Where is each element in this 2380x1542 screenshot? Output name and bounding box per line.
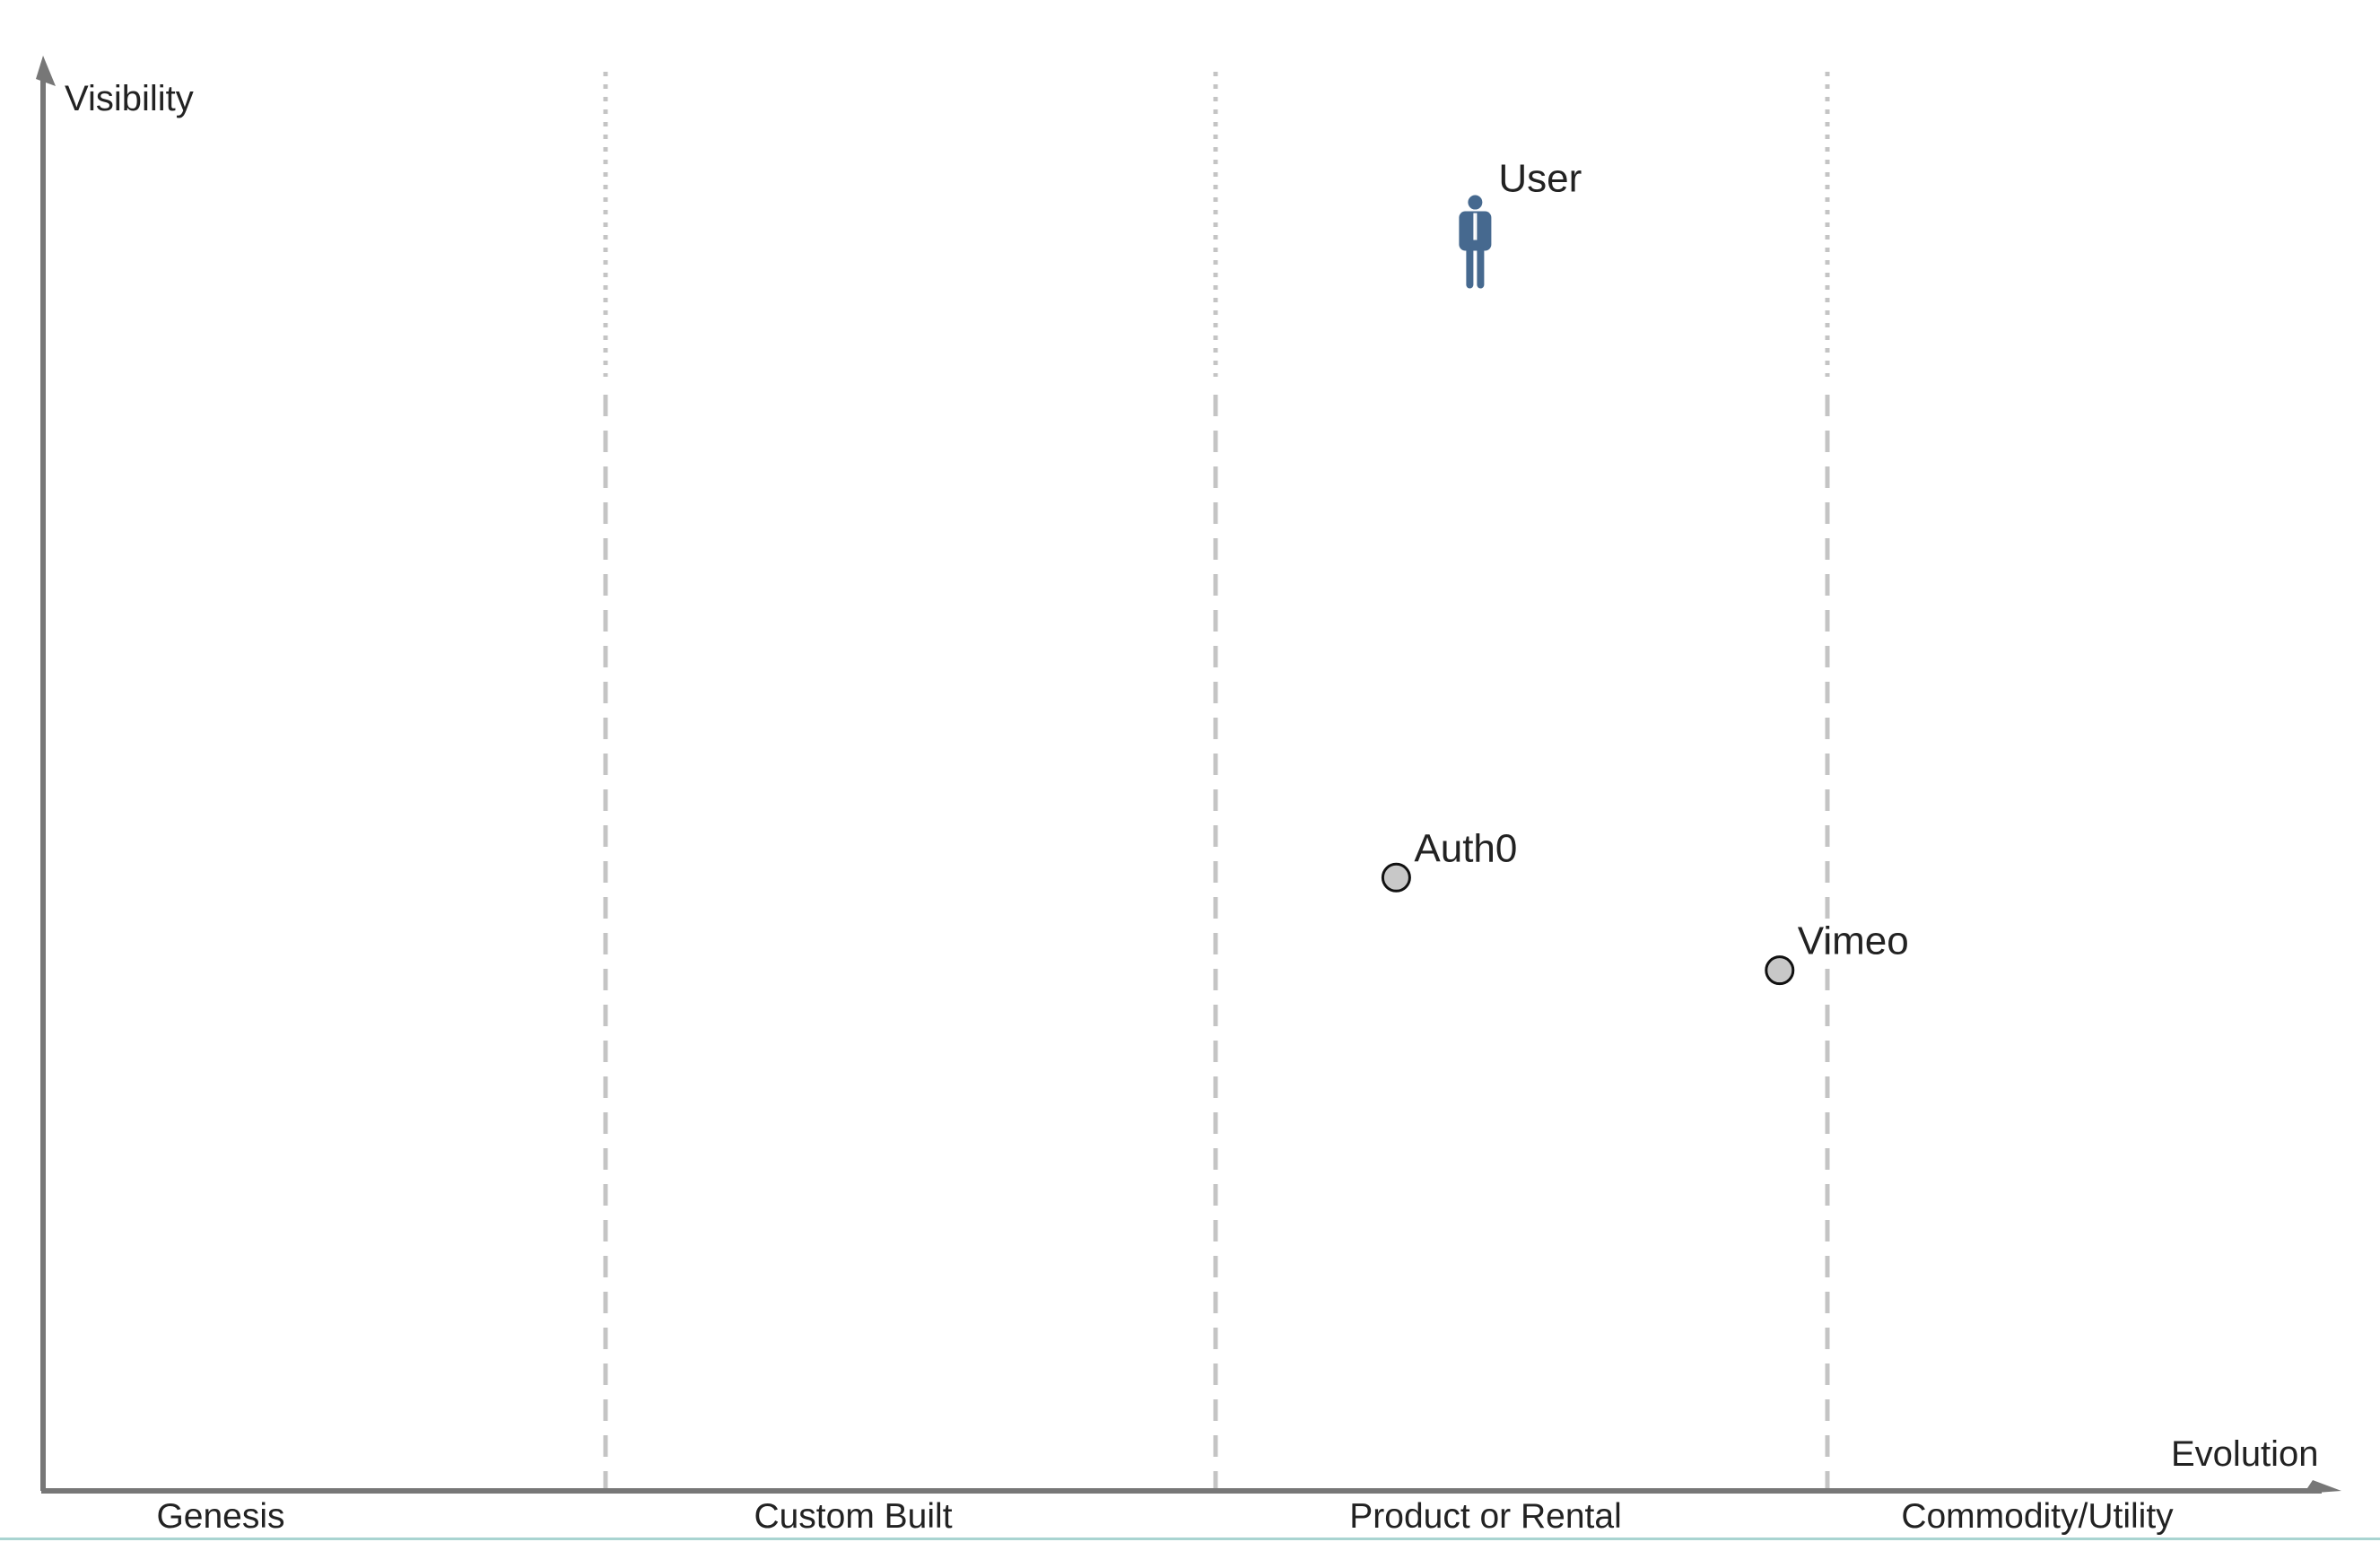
component-auth0[interactable]: Auth0 xyxy=(1381,826,1517,893)
stage-label-genesis: Genesis xyxy=(156,1497,284,1536)
component-label: Vimeo xyxy=(1798,919,1909,963)
x-axis-arrow xyxy=(2304,1480,2341,1494)
bottom-border xyxy=(0,1538,2380,1540)
user-label: User xyxy=(1498,157,1582,201)
components: Auth0 Vimeo xyxy=(1381,826,1909,986)
component-marker[interactable] xyxy=(1381,862,1411,893)
component-label: Auth0 xyxy=(1414,826,1517,870)
user-node[interactable]: User xyxy=(1459,157,1582,289)
stage-label-product-or-rental: Product or Rental xyxy=(1349,1497,1622,1536)
stage-label-custom-built: Custom Built xyxy=(754,1497,952,1536)
person-icon xyxy=(1459,195,1492,289)
stage-dividers xyxy=(603,72,1830,1489)
y-axis-title: Visibility xyxy=(65,79,194,118)
stage-label-commodity-utility: Commodity/Utility xyxy=(1901,1497,2174,1536)
x-axis-title: Evolution xyxy=(2171,1434,2319,1474)
component-marker[interactable] xyxy=(1765,955,1795,986)
axes xyxy=(36,56,2341,1494)
y-axis-arrow xyxy=(36,56,56,86)
component-vimeo[interactable]: Vimeo xyxy=(1765,919,1909,986)
